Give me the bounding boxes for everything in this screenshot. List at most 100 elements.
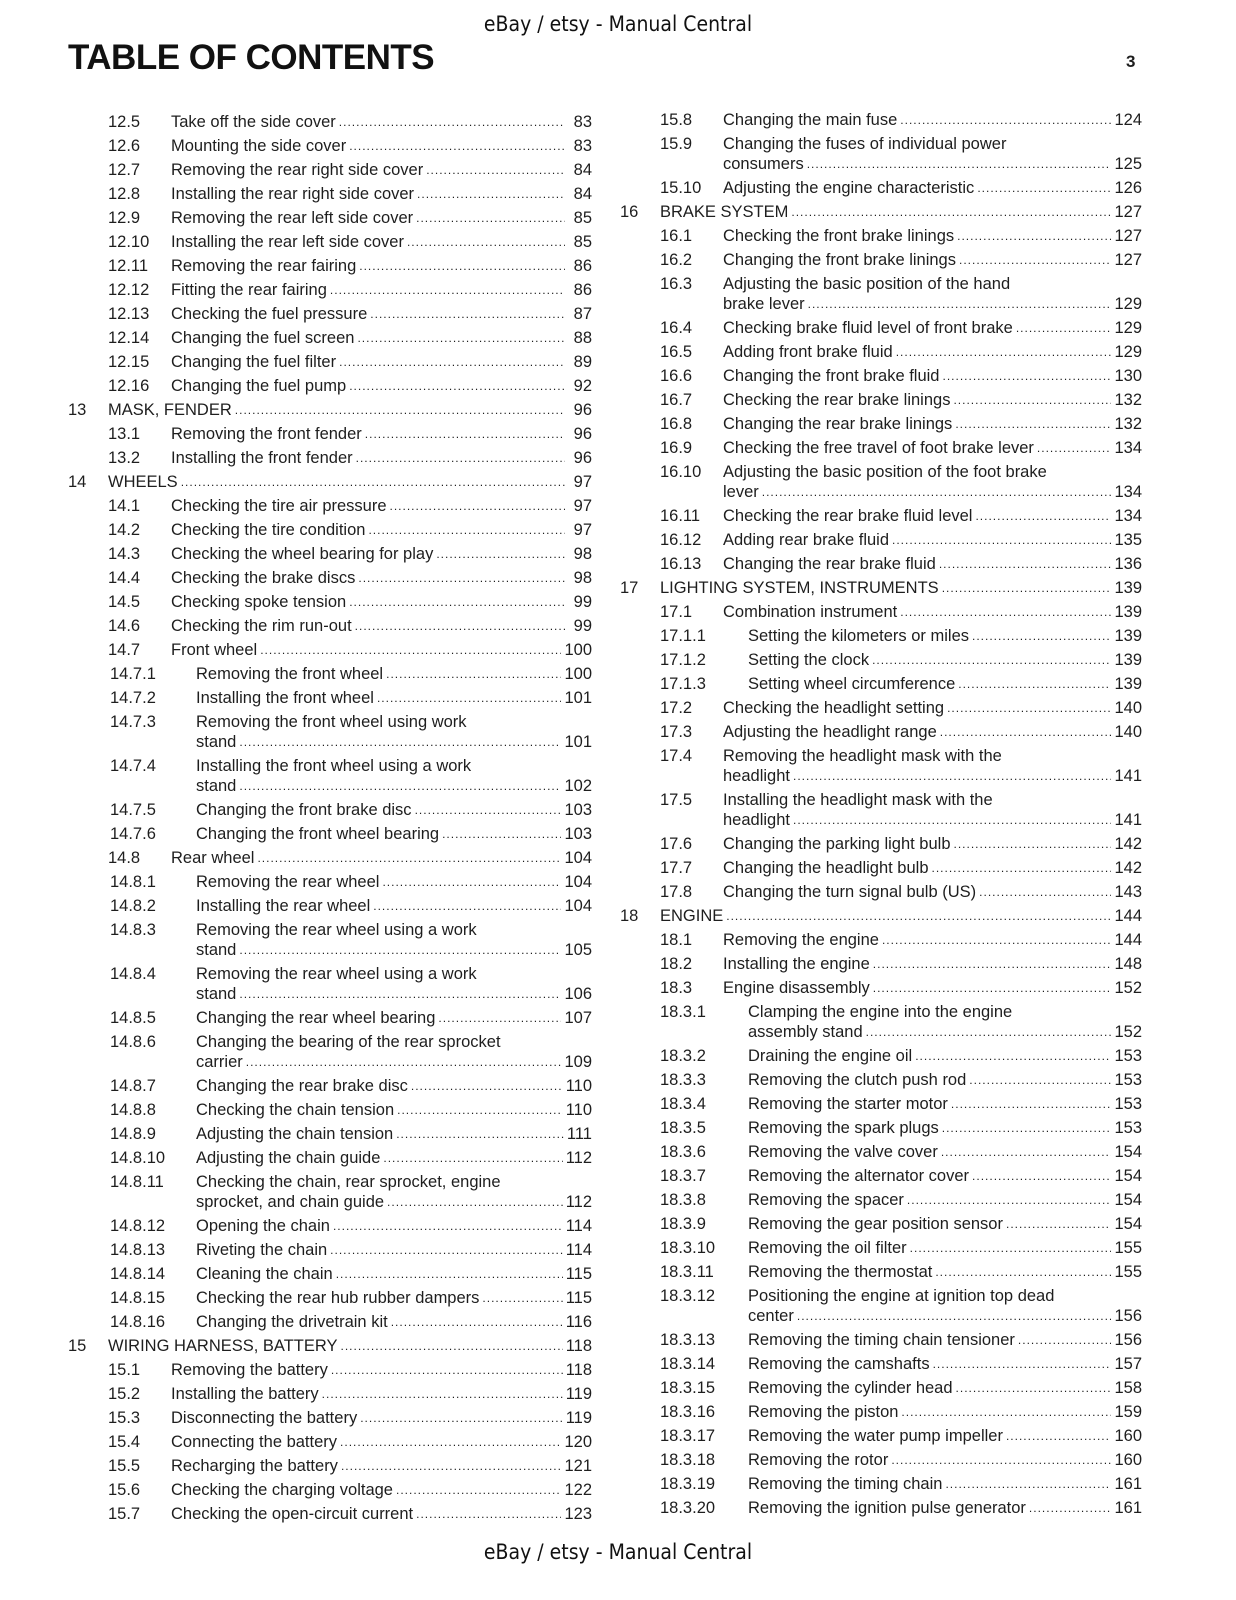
toc-entry[interactable]: 15.2 Installing the battery 119 <box>68 1382 592 1406</box>
toc-entry[interactable]: 12.13 Checking the fuel pressure 87 <box>68 302 592 326</box>
toc-entry[interactable]: 17.6 Changing the parking light bulb 142 <box>620 832 1142 856</box>
toc-entry[interactable]: 12.11 Removing the rear fairing 86 <box>68 254 592 278</box>
toc-entry[interactable]: 18.3.7 Removing the alternator cover 154 <box>620 1164 1142 1188</box>
toc-entry[interactable]: 16.10 Adjusting the basic position of the… <box>620 460 1142 504</box>
toc-entry[interactable]: 16.9 Checking the free travel of foot bra… <box>620 436 1142 460</box>
toc-entry[interactable]: 17.1.2 Setting the clock 139 <box>620 648 1142 672</box>
toc-entry[interactable]: 18.3.1 Clamping the engine into the engin… <box>620 1000 1142 1044</box>
toc-entry[interactable]: 18.3.2 Draining the engine oil 153 <box>620 1044 1142 1068</box>
toc-entry[interactable]: 14.8.16 Changing the drivetrain kit 116 <box>68 1310 592 1334</box>
toc-entry[interactable]: 14.8 Rear wheel 104 <box>68 846 592 870</box>
toc-entry[interactable]: 18.2 Installing the engine 148 <box>620 952 1142 976</box>
toc-entry[interactable]: 16.4 Checking brake fluid level of front … <box>620 316 1142 340</box>
toc-entry[interactable]: 14.7.5 Changing the front brake disc 103 <box>68 798 592 822</box>
toc-entry[interactable]: 18.3.19 Removing the timing chain 161 <box>620 1472 1142 1496</box>
toc-entry[interactable]: 12.16 Changing the fuel pump 92 <box>68 374 592 398</box>
toc-entry[interactable]: 18.3.3 Removing the clutch push rod 153 <box>620 1068 1142 1092</box>
toc-entry[interactable]: 18.3.17 Removing the water pump impeller 1… <box>620 1424 1142 1448</box>
toc-entry[interactable]: 15.6 Checking the charging voltage 122 <box>68 1478 592 1502</box>
toc-entry[interactable]: 14.8.9 Adjusting the chain tension 111 <box>68 1122 592 1146</box>
toc-entry[interactable]: 17.5 Installing the headlight mask with t… <box>620 788 1142 832</box>
toc-entry[interactable]: 17.2 Checking the headlight setting 140 <box>620 696 1142 720</box>
toc-entry[interactable]: 15.9 Changing the fuses of individual pow… <box>620 132 1142 176</box>
toc-entry[interactable]: 17.1.1 Setting the kilometers or miles 139 <box>620 624 1142 648</box>
toc-entry[interactable]: 14.1 Checking the tire air pressure 97 <box>68 494 592 518</box>
toc-entry[interactable]: 18.3.10 Removing the oil filter 155 <box>620 1236 1142 1260</box>
toc-entry[interactable]: 14.7.4 Installing the front wheel using a… <box>68 754 592 798</box>
toc-entry[interactable]: 18.3.18 Removing the rotor 160 <box>620 1448 1142 1472</box>
toc-entry[interactable]: 15.5 Recharging the battery 121 <box>68 1454 592 1478</box>
toc-entry[interactable]: 14.8.2 Installing the rear wheel 104 <box>68 894 592 918</box>
toc-entry[interactable]: 12.5 Take off the side cover 83 <box>68 110 592 134</box>
toc-entry[interactable]: 18.3.6 Removing the valve cover 154 <box>620 1140 1142 1164</box>
toc-entry[interactable]: 14.8.15 Checking the rear hub rubber damp… <box>68 1286 592 1310</box>
toc-entry[interactable]: 17.1 Combination instrument 139 <box>620 600 1142 624</box>
toc-entry[interactable]: 15.10 Adjusting the engine characteristic… <box>620 176 1142 200</box>
toc-entry[interactable]: 14.7.2 Installing the front wheel 101 <box>68 686 592 710</box>
toc-entry[interactable]: 18.3.15 Removing the cylinder head 158 <box>620 1376 1142 1400</box>
toc-entry[interactable]: 13 MASK, FENDER 96 <box>68 398 592 422</box>
toc-entry[interactable]: 14.8.13 Riveting the chain 114 <box>68 1238 592 1262</box>
toc-entry[interactable]: 12.15 Changing the fuel filter 89 <box>68 350 592 374</box>
toc-entry[interactable]: 17.7 Changing the headlight bulb 142 <box>620 856 1142 880</box>
toc-entry[interactable]: 14.7.3 Removing the front wheel using wor… <box>68 710 592 754</box>
toc-entry[interactable]: 16.6 Changing the front brake fluid 130 <box>620 364 1142 388</box>
toc-entry[interactable]: 18.3.4 Removing the starter motor 153 <box>620 1092 1142 1116</box>
toc-entry[interactable]: 14.8.12 Opening the chain 114 <box>68 1214 592 1238</box>
toc-entry[interactable]: 15 WIRING HARNESS, BATTERY 118 <box>68 1334 592 1358</box>
toc-entry[interactable]: 18.3 Engine disassembly 152 <box>620 976 1142 1000</box>
toc-entry[interactable]: 13.2 Installing the front fender 96 <box>68 446 592 470</box>
toc-entry[interactable]: 16.12 Adding rear brake fluid 135 <box>620 528 1142 552</box>
toc-entry[interactable]: 14.3 Checking the wheel bearing for play 9… <box>68 542 592 566</box>
toc-entry[interactable]: 12.7 Removing the rear right side cover 84 <box>68 158 592 182</box>
toc-entry[interactable]: 14.8.5 Changing the rear wheel bearing 107 <box>68 1006 592 1030</box>
toc-entry[interactable]: 14.5 Checking spoke tension 99 <box>68 590 592 614</box>
toc-entry[interactable]: 16.1 Checking the front brake linings 127 <box>620 224 1142 248</box>
toc-entry[interactable]: 15.1 Removing the battery 118 <box>68 1358 592 1382</box>
toc-entry[interactable]: 18.3.9 Removing the gear position sensor 1… <box>620 1212 1142 1236</box>
toc-entry[interactable]: 16.11 Checking the rear brake fluid level… <box>620 504 1142 528</box>
toc-entry[interactable]: 15.7 Checking the open-circuit current 123 <box>68 1502 592 1526</box>
toc-entry[interactable]: 15.3 Disconnecting the battery 119 <box>68 1406 592 1430</box>
toc-entry[interactable]: 16.3 Adjusting the basic position of the … <box>620 272 1142 316</box>
toc-entry[interactable]: 14.8.4 Removing the rear wheel using a wo… <box>68 962 592 1006</box>
toc-entry[interactable]: 16.7 Checking the rear brake linings 132 <box>620 388 1142 412</box>
toc-entry[interactable]: 13.1 Removing the front fender 96 <box>68 422 592 446</box>
toc-entry[interactable]: 12.6 Mounting the side cover 83 <box>68 134 592 158</box>
toc-entry[interactable]: 15.4 Connecting the battery 120 <box>68 1430 592 1454</box>
toc-entry[interactable]: 12.12 Fitting the rear fairing 86 <box>68 278 592 302</box>
toc-entry[interactable]: 18 ENGINE 144 <box>620 904 1142 928</box>
toc-entry[interactable]: 18.1 Removing the engine 144 <box>620 928 1142 952</box>
toc-entry[interactable]: 14.8.1 Removing the rear wheel 104 <box>68 870 592 894</box>
toc-entry[interactable]: 14.7.1 Removing the front wheel 100 <box>68 662 592 686</box>
toc-entry[interactable]: 15.8 Changing the main fuse 124 <box>620 108 1142 132</box>
toc-entry[interactable]: 14.8.7 Changing the rear brake disc 110 <box>68 1074 592 1098</box>
toc-entry[interactable]: 14.8.8 Checking the chain tension 110 <box>68 1098 592 1122</box>
toc-entry[interactable]: 16 BRAKE SYSTEM 127 <box>620 200 1142 224</box>
toc-entry[interactable]: 16.8 Changing the rear brake linings 132 <box>620 412 1142 436</box>
toc-entry[interactable]: 14.8.3 Removing the rear wheel using a wo… <box>68 918 592 962</box>
toc-entry[interactable]: 14.4 Checking the brake discs 98 <box>68 566 592 590</box>
toc-entry[interactable]: 18.3.20 Removing the ignition pulse gener… <box>620 1496 1142 1520</box>
toc-entry[interactable]: 14.8.10 Adjusting the chain guide 112 <box>68 1146 592 1170</box>
toc-entry[interactable]: 14.7.6 Changing the front wheel bearing 10… <box>68 822 592 846</box>
toc-entry[interactable]: 14.8.6 Changing the bearing of the rear s… <box>68 1030 592 1074</box>
toc-entry[interactable]: 12.10 Installing the rear left side cover… <box>68 230 592 254</box>
toc-entry[interactable]: 16.5 Adding front brake fluid 129 <box>620 340 1142 364</box>
toc-entry[interactable]: 14.7 Front wheel 100 <box>68 638 592 662</box>
toc-entry[interactable]: 16.2 Changing the front brake linings 127 <box>620 248 1142 272</box>
toc-entry[interactable]: 14.8.11 Checking the chain, rear sprocket… <box>68 1170 592 1214</box>
toc-entry[interactable]: 18.3.14 Removing the camshafts 157 <box>620 1352 1142 1376</box>
toc-entry[interactable]: 14.2 Checking the tire condition 97 <box>68 518 592 542</box>
toc-entry[interactable]: 18.3.16 Removing the piston 159 <box>620 1400 1142 1424</box>
toc-entry[interactable]: 17.8 Changing the turn signal bulb (US) 14… <box>620 880 1142 904</box>
toc-entry[interactable]: 14 WHEELS 97 <box>68 470 592 494</box>
toc-entry[interactable]: 14.6 Checking the rim run-out 99 <box>68 614 592 638</box>
toc-entry[interactable]: 18.3.13 Removing the timing chain tension… <box>620 1328 1142 1352</box>
toc-entry[interactable]: 12.9 Removing the rear left side cover 85 <box>68 206 592 230</box>
toc-entry[interactable]: 16.13 Changing the rear brake fluid 136 <box>620 552 1142 576</box>
toc-entry[interactable]: 12.14 Changing the fuel screen 88 <box>68 326 592 350</box>
toc-entry[interactable]: 14.8.14 Cleaning the chain 115 <box>68 1262 592 1286</box>
toc-entry[interactable]: 17.4 Removing the headlight mask with the… <box>620 744 1142 788</box>
toc-entry[interactable]: 17 LIGHTING SYSTEM, INSTRUMENTS 139 <box>620 576 1142 600</box>
